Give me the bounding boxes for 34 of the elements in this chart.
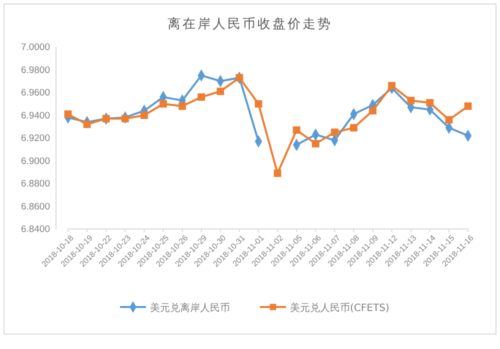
- y-tick-label: 6.8800: [20, 178, 50, 190]
- point: [216, 88, 224, 96]
- point: [407, 96, 415, 104]
- point: [160, 100, 167, 108]
- y-tick-label: 6.9000: [20, 156, 50, 167]
- y-tick-label: 6.9400: [20, 110, 50, 122]
- y-tick-label: 7.0000: [20, 42, 50, 54]
- legend-label: 美元兑离岸人民币: [150, 302, 230, 314]
- point: [464, 102, 472, 110]
- point: [102, 114, 110, 122]
- legend-label: 美元兑人民币(CFETS): [290, 302, 390, 314]
- point: [292, 126, 300, 134]
- point: [140, 112, 148, 119]
- point: [254, 100, 262, 108]
- point: [198, 93, 206, 101]
- y-tick-label: 6.8600: [20, 201, 50, 212]
- point: [312, 140, 320, 148]
- point: [274, 170, 282, 177]
- point: [64, 110, 72, 118]
- point: [445, 116, 453, 124]
- chart-title: 离在岸人民币收盘价走势: [168, 16, 332, 32]
- point: [178, 102, 186, 110]
- point: [330, 128, 338, 136]
- point: [426, 99, 434, 106]
- y-tick-label: 6.9200: [20, 133, 50, 144]
- point: [121, 114, 129, 122]
- y-tick-label: 6.9800: [20, 64, 50, 76]
- point: [83, 120, 91, 128]
- y-tick-label: 6.9600: [20, 88, 50, 99]
- y-tick-label: 6.8400: [20, 224, 50, 236]
- point: [388, 82, 396, 90]
- point: [369, 106, 376, 114]
- point: [350, 124, 358, 132]
- point: [236, 74, 244, 82]
